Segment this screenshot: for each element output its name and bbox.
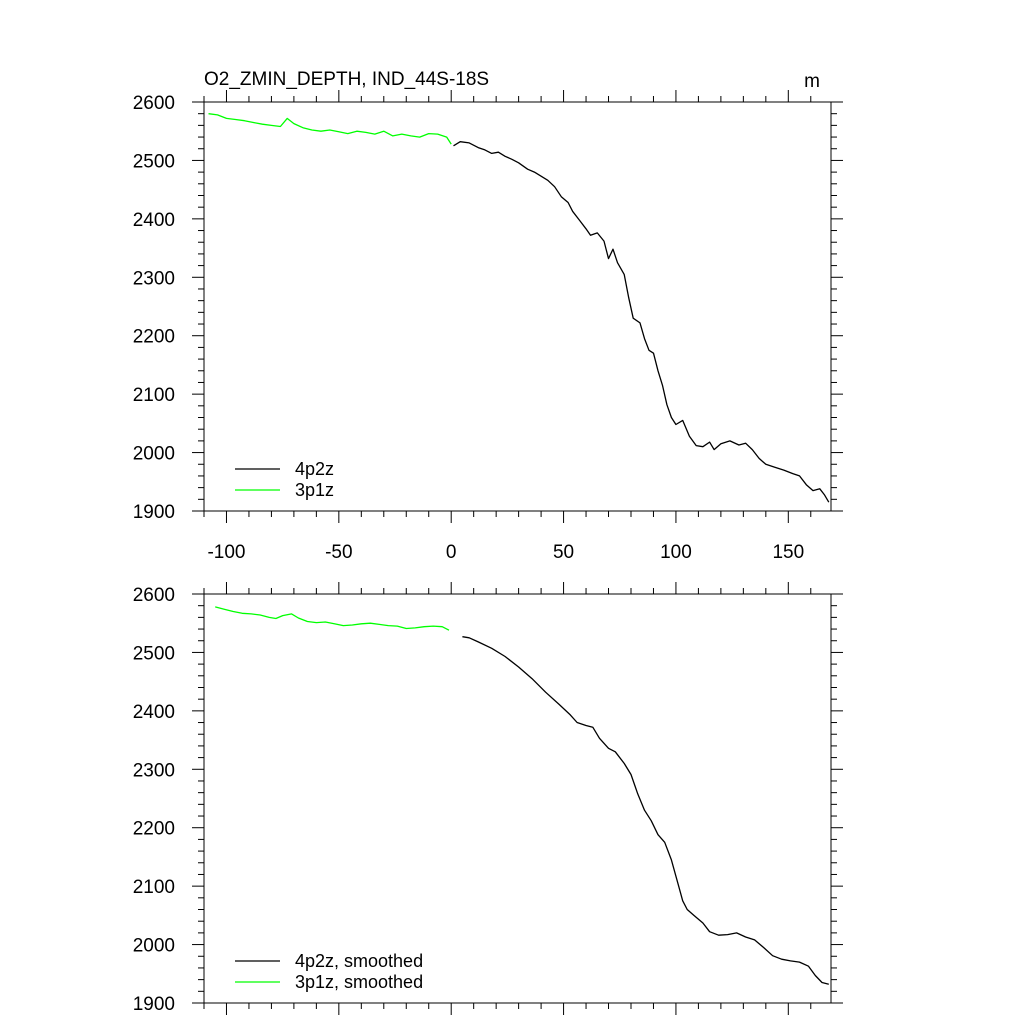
legend-label-3p1z-smoothed: 3p1z, smoothed: [295, 972, 423, 992]
y-tick-label: 1900: [133, 994, 175, 1015]
chart-title: O2_ZMIN_DEPTH, IND_44S-18S: [204, 69, 489, 90]
y-tick-label: 2200: [133, 819, 175, 840]
y-tick-label: 2400: [133, 210, 175, 231]
y-tick-label: 2100: [133, 385, 175, 406]
top-y-tick-labels: 1900 2000 2100 2200 2300 2400 2500 2600: [133, 93, 175, 523]
x-tick-label: -50: [325, 542, 352, 563]
units-label: m: [804, 71, 820, 92]
y-tick-label: 2400: [133, 702, 175, 723]
top-panel: O2_ZMIN_DEPTH, IND_44S-18S m 1900 2000 210…: [133, 69, 843, 563]
bottom-plot-area: [215, 606, 829, 985]
bottom-panel: 1900 2000 2100 2200 2300 2400 2500 2600 4p2z, s…: [133, 582, 843, 1015]
series-line-3p1z-smoothed: [215, 606, 450, 631]
legend-label-3p1z: 3p1z: [295, 480, 334, 500]
y-tick-label: 2300: [133, 268, 175, 289]
bottom-legend: 4p2z, smoothed 3p1z, smoothed: [235, 951, 423, 992]
legend-label-4p2z-smoothed: 4p2z, smoothed: [295, 951, 423, 971]
y-tick-label: 2200: [133, 327, 175, 348]
bottom-y-tick-labels: 1900 2000 2100 2200 2300 2400 2500 2600: [133, 585, 175, 1015]
x-tick-label: -100: [207, 542, 245, 563]
x-tick-label: 50: [553, 542, 574, 563]
y-tick-label: 2600: [133, 93, 175, 114]
top-legend: 4p2z 3p1z: [235, 459, 334, 500]
y-tick-label: 2500: [133, 643, 175, 664]
y-tick-label: 2100: [133, 877, 175, 898]
legend-label-4p2z: 4p2z: [295, 459, 334, 479]
series-line-3p1z: [208, 113, 452, 145]
top-plot-frame: [203, 101, 832, 512]
top-ticks: [192, 90, 843, 523]
bottom-ticks: [192, 582, 843, 1015]
top-plot-area: [208, 113, 830, 503]
top-x-tick-labels: -100 -50 0 50 100 150: [207, 542, 804, 563]
y-tick-label: 2000: [133, 444, 175, 465]
x-tick-label: 100: [660, 542, 692, 563]
y-tick-label: 2500: [133, 151, 175, 172]
series-line-4p2z: [453, 141, 830, 503]
bottom-plot-frame: [203, 593, 832, 1004]
x-tick-label: 0: [446, 542, 457, 563]
y-tick-label: 1900: [133, 502, 175, 523]
y-tick-label: 2000: [133, 936, 175, 957]
series-line-4p2z-smoothed: [462, 636, 829, 985]
x-tick-label: 150: [772, 542, 804, 563]
y-tick-label: 2300: [133, 760, 175, 781]
y-tick-label: 2600: [133, 585, 175, 606]
